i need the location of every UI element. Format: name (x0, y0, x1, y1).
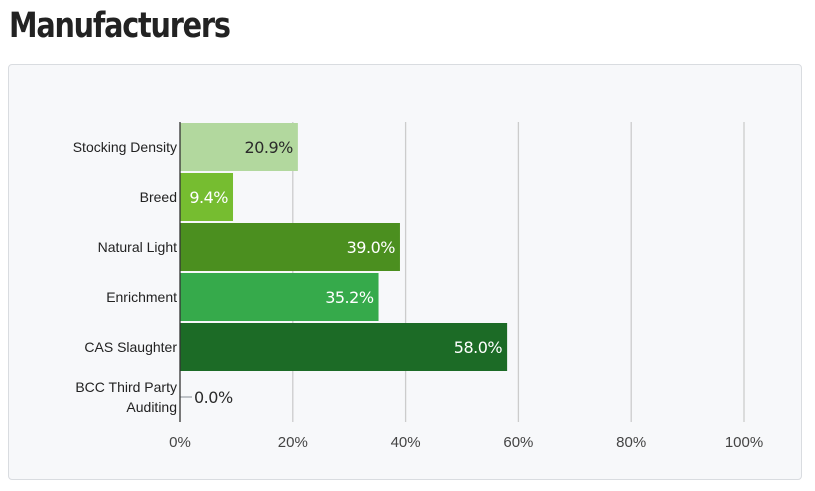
bar[interactable] (180, 123, 298, 171)
x-tick-label: 0% (169, 434, 191, 451)
bar-value-label: 58.0% (454, 338, 503, 357)
category-label: Stocking Density (73, 139, 177, 155)
labels: 0% 20% 40% 60% 80% 100% Stocking Density 20.9% B… (73, 138, 763, 451)
bar-chart: 0% 20% 40% 60% 80% 100% Stocking Density 20.9% B… (73, 122, 763, 451)
bar[interactable] (180, 323, 508, 371)
bar-value-label: 35.2% (325, 288, 374, 307)
bars (180, 123, 508, 398)
chart-card: 0% 20% 40% 60% 80% 100% Stocking Density 20.9% B… (8, 64, 802, 480)
bar[interactable] (180, 173, 234, 221)
x-tick-label: 20% (278, 434, 308, 451)
page-title: Manufacturers (9, 6, 231, 46)
bar-value-label: 0.0% (194, 388, 233, 407)
bar-value-label: 9.4% (189, 188, 228, 207)
bar-value-label: 20.9% (245, 138, 294, 157)
bar-value-label: 39.0% (347, 238, 396, 257)
x-tick-label: 60% (503, 434, 533, 451)
grid-lines (292, 122, 745, 422)
category-label: CAS Slaughter (84, 339, 177, 355)
category-label: Breed (140, 189, 177, 205)
bar[interactable] (180, 223, 400, 271)
x-tick-label: 40% (391, 434, 421, 451)
x-tick-label: 80% (616, 434, 646, 451)
category-label: BCC Third Party Auditing (75, 379, 177, 415)
bar[interactable] (180, 273, 379, 321)
category-label: Enrichment (106, 289, 177, 305)
x-tick-label: 100% (725, 434, 763, 451)
category-label: Natural Light (98, 239, 177, 255)
